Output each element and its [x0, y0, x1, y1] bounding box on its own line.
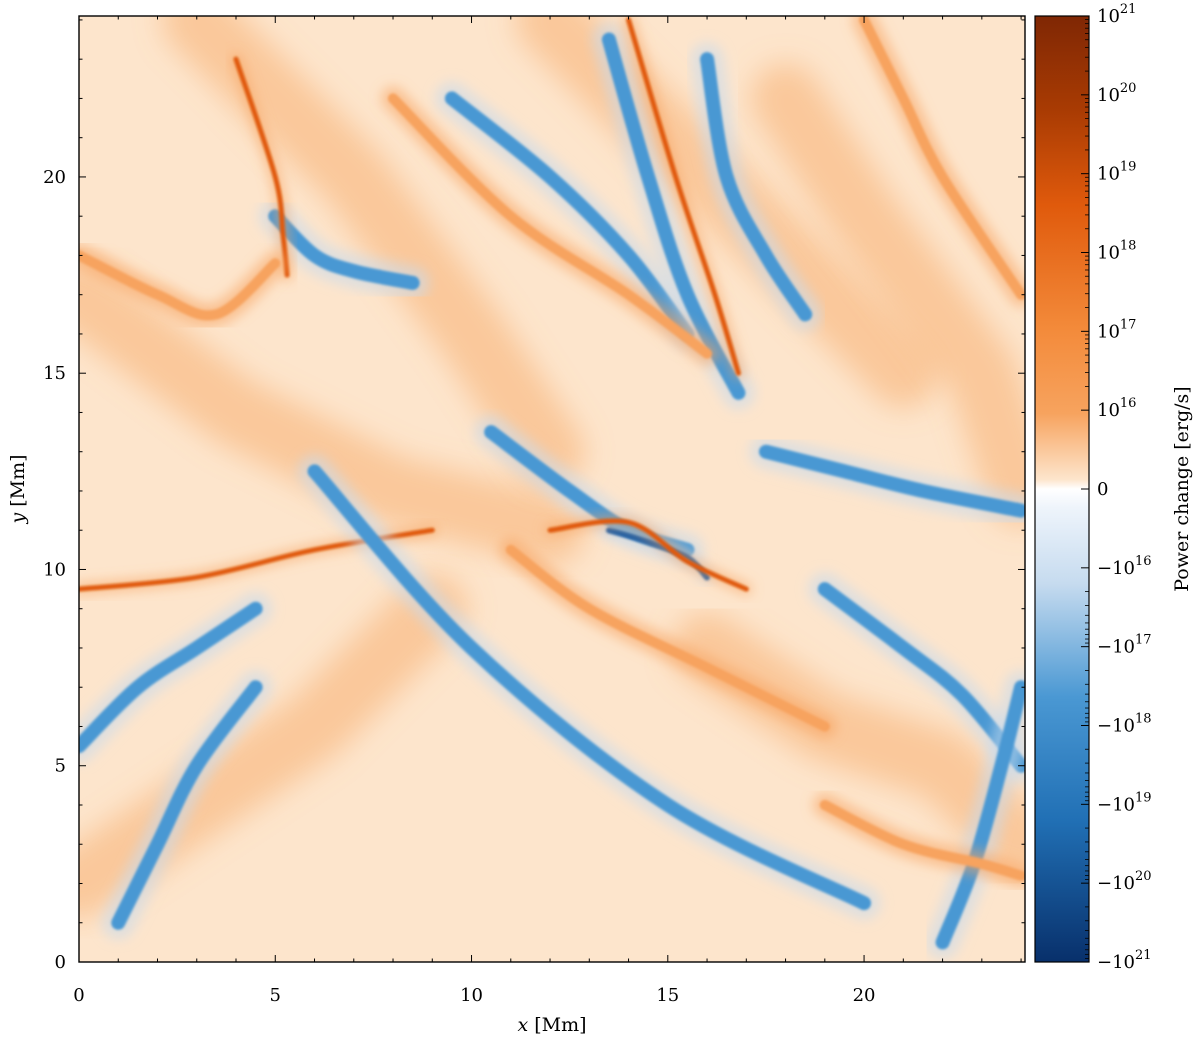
positive-wash-0: [79, 259, 586, 566]
y-tick-label: 20: [43, 167, 66, 188]
y-tick-label: 15: [43, 363, 66, 384]
x-axis-label: x [Mm]: [517, 1014, 586, 1036]
x-tick-label: 15: [656, 985, 679, 1006]
positive-strand-15: [230, 53, 294, 282]
positive-strand-21: [812, 792, 1025, 888]
colorbar-tick-label: 1016: [1097, 396, 1136, 421]
colorbar-tick-label: 1020: [1097, 81, 1136, 106]
y-axis: 0 5 10 15 20: [43, 19, 1025, 973]
colorbar-tick-label: −1021: [1097, 948, 1152, 973]
y-tick-label: 5: [55, 756, 66, 777]
colorbar-minor-ticks: [1085, 19, 1089, 959]
positive-strand-17: [498, 537, 837, 739]
x-tick-label: 5: [270, 985, 281, 1006]
colorbar-tick-label: 1017: [1097, 317, 1136, 342]
y-tick-label: 0: [55, 952, 66, 973]
colorbar-frame: [1034, 15, 1090, 963]
negative-band-9: [258, 199, 430, 300]
negative-band-2: [435, 81, 705, 351]
positive-wash-1: [79, 573, 468, 919]
positive-strand-16: [381, 86, 720, 366]
colorbar-tick-label: 1021: [1097, 2, 1136, 27]
y-tick-label: 10: [43, 559, 66, 580]
colorbar-tick-label: −1018: [1097, 712, 1152, 737]
negative-band-7: [749, 434, 1025, 528]
positive-strand-20: [79, 243, 288, 328]
colorbar-tick-label: 1018: [1097, 239, 1136, 264]
colorbar-tick-label: −1017: [1097, 633, 1152, 658]
colorbar-tick-label: −1016: [1097, 554, 1152, 579]
colorbar-title: Power change [erg/s]: [1171, 386, 1193, 591]
heatmap-plot-area: [78, 15, 1026, 963]
y-axis-label: y [Mm]: [7, 454, 29, 524]
positive-wash-4: [161, 16, 586, 487]
colorbar-tick-label: 0: [1097, 479, 1108, 500]
plot-frame: [78, 15, 1026, 963]
colorbar-tick-label: 1019: [1097, 160, 1136, 185]
colorbar-tick-label: −1019: [1097, 790, 1152, 815]
negative-band-4: [79, 591, 273, 763]
colorbar-gradient: [1035, 16, 1089, 962]
negative-band-11: [690, 42, 822, 332]
colorbar: 1021 1020 1019 1018 1017 1016 0 −1016 −1017 −1018…: [1034, 2, 1193, 973]
negative-band-8: [101, 670, 273, 940]
positive-strand-19: [852, 16, 1025, 307]
positive-strand-14: [622, 16, 745, 380]
positive-wash-5: [750, 63, 1025, 526]
colorbar-tick-label: −1020: [1097, 869, 1152, 894]
negative-band-1: [297, 454, 881, 920]
colorbar-major-ticks: 1021 1020 1019 1018 1017 1016 0 −1016 −1017 −1018…: [1081, 2, 1152, 973]
positive-strand-18: [544, 515, 753, 596]
x-axis: 0 5 10 15 20: [73, 16, 1022, 1006]
x-tick-label: 10: [460, 985, 483, 1006]
x-tick-label: 20: [853, 985, 876, 1006]
x-tick-label: 0: [73, 985, 84, 1006]
negative-band-10: [925, 670, 1025, 960]
heatmap-features: [79, 16, 1025, 960]
